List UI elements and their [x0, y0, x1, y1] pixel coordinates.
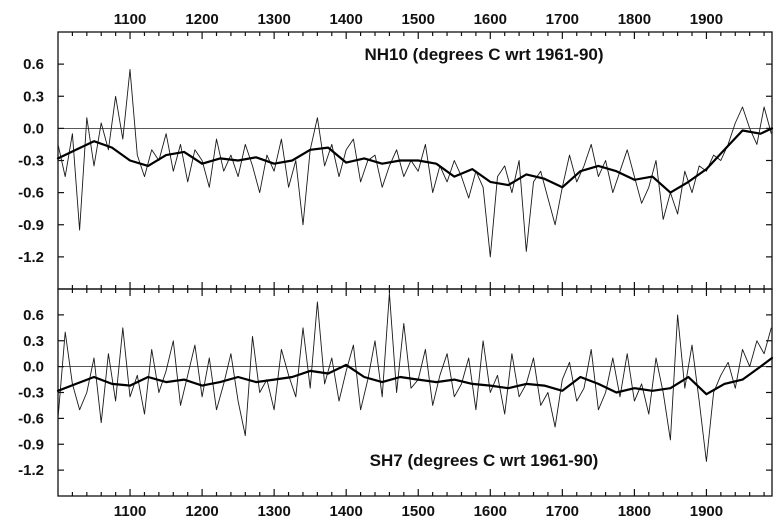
panel-title: SH7 (degrees C wrt 1961-90)	[370, 451, 599, 470]
y-tick-label: -0.9	[18, 436, 44, 453]
top-x-tick-label: 1200	[185, 11, 218, 28]
nh10-smoothed-line	[56, 127, 774, 194]
nh10-panel: 0.6 0.3 0.0 -0.3 -0.6 -0.9 -1.2 NH10 (degrees C…	[18, 31, 774, 290]
top-x-tick-label: 1500	[402, 11, 435, 28]
bottom-x-tick-label: 1700	[546, 503, 579, 520]
sh7-smoothed-line	[56, 356, 774, 396]
nh10-annual-line	[57, 69, 772, 258]
bottom-x-tick-label: 1400	[330, 503, 363, 520]
y-tick-label: -1.2	[18, 249, 44, 266]
panel-title: NH10 (degrees C wrt 1961-90)	[364, 45, 603, 64]
y-tick-label: 0.3	[23, 88, 44, 105]
bottom-x-tick-label: 1100	[114, 503, 147, 520]
top-x-tick-label: 1300	[257, 11, 290, 28]
top-x-axis-labels: 1100 1200 1300 1400 1500 1600 1700 1800 1900	[114, 11, 723, 28]
bottom-x-tick-label: 1200	[185, 503, 218, 520]
y-tick-label: 0.0	[23, 359, 44, 376]
bottom-x-tick-label: 1500	[402, 503, 435, 520]
bottom-x-axis-labels: 1100 1200 1300 1400 1500 1600 1700 1800 1900	[114, 503, 723, 520]
y-tick-label: -0.3	[18, 385, 44, 402]
top-x-tick-label: 1400	[330, 11, 363, 28]
top-x-tick-label: 1900	[690, 11, 723, 28]
bottom-x-tick-label: 1600	[474, 503, 507, 520]
y-tick-label: -0.3	[18, 153, 44, 170]
y-tick-label: 0.3	[23, 333, 44, 350]
top-x-tick-label: 1700	[546, 11, 579, 28]
bottom-x-tick-label: 1800	[618, 503, 651, 520]
bottom-x-tick-label: 1900	[690, 503, 723, 520]
y-tick-label: -0.6	[18, 410, 44, 427]
sh7-panel: 0.6 0.3 0.0 -0.3 -0.6 -0.9 -1.2 SH7 (degrees C …	[18, 288, 774, 497]
sh7-annual-line	[57, 292, 772, 462]
y-tick-label: 0.6	[23, 307, 44, 324]
top-x-tick-label: 1600	[474, 11, 507, 28]
y-tick-label: 0.6	[23, 56, 44, 73]
y-tick-label: 0.0	[23, 120, 44, 137]
y-tick-label: -0.6	[18, 185, 44, 202]
y-tick-label: -1.2	[18, 462, 44, 479]
y-tick-label: -0.9	[18, 217, 44, 234]
top-x-tick-label: 1800	[618, 11, 651, 28]
bottom-x-tick-label: 1300	[257, 503, 290, 520]
top-x-tick-label: 1100	[114, 11, 147, 28]
